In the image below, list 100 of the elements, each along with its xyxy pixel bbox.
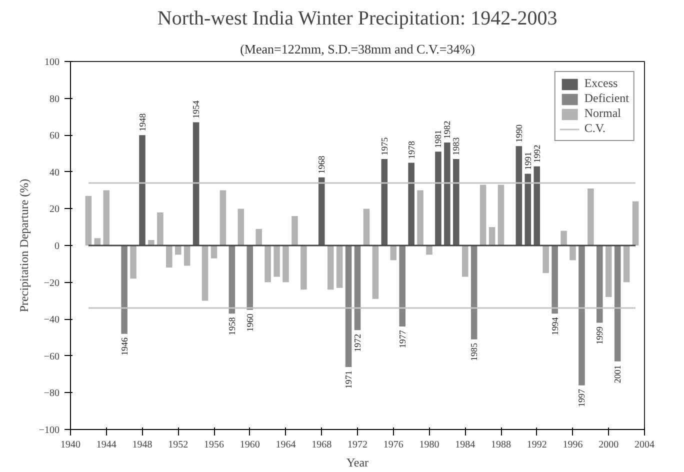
bar: [534, 166, 540, 246]
bar: [274, 246, 280, 277]
bar: [372, 246, 379, 299]
x-tick-label: 1952: [168, 440, 188, 450]
annotation: 1954: [191, 100, 202, 119]
bar: [184, 246, 190, 266]
bar: [470, 246, 478, 340]
y-tick-label: −80: [44, 388, 60, 400]
bar: [462, 246, 468, 277]
annotation: 2001: [612, 365, 623, 384]
x-tick-label: 1940: [60, 440, 80, 450]
bar: [256, 228, 262, 246]
x-tick-label: 1956: [204, 440, 224, 450]
bar: [516, 146, 522, 246]
bar: [282, 246, 289, 282]
annotation: 1982: [442, 120, 452, 139]
annotation: 1985: [469, 342, 480, 362]
bar: [264, 246, 271, 282]
y-tick-label: −100: [38, 425, 60, 436]
bar: [417, 190, 424, 246]
x-tick-label: 1984: [455, 440, 476, 450]
bar: [596, 246, 603, 323]
annotation: 1991: [522, 152, 533, 170]
annotation: 1948: [137, 112, 148, 132]
annotation: 1958: [226, 316, 237, 336]
y-tick-label: −20: [44, 278, 60, 289]
y-tick-label: −40: [44, 314, 60, 326]
bar: [318, 177, 325, 246]
annotation: 1968: [316, 155, 327, 174]
annotation: 1971: [344, 370, 354, 389]
bar: [85, 196, 92, 246]
bar: [390, 246, 397, 260]
chart-subtitle: (Mean=122mm, S.D.=38mm and C.V.=34%): [240, 42, 475, 56]
annotation: 1999: [594, 326, 605, 344]
bar: [94, 238, 101, 246]
bar: [139, 135, 146, 246]
y-tick-label: −60: [44, 351, 60, 362]
bar: [345, 246, 352, 367]
x-tick-label: 1968: [312, 440, 332, 450]
legend-label: Normal: [584, 106, 621, 121]
bar: [435, 152, 442, 246]
annotation: 1983: [451, 136, 462, 156]
x-tick-label: 1988: [491, 440, 511, 450]
bar: [192, 122, 200, 246]
annotation: 1978: [406, 140, 416, 160]
bar: [292, 216, 298, 246]
bar: [166, 246, 172, 268]
bar: [578, 246, 585, 386]
bar: [552, 246, 558, 314]
bar: [498, 184, 504, 246]
y-tick-label: 40: [50, 167, 60, 178]
x-tick-label: 1996: [562, 440, 583, 450]
annotation: 1997: [576, 388, 587, 408]
bar: [327, 246, 334, 290]
bar: [570, 246, 576, 260]
bar: [632, 201, 639, 246]
annotation: 1992: [532, 144, 542, 163]
y-axis-title: Precipitation Departure (%): [16, 178, 31, 312]
x-tick-label: 1944: [96, 440, 116, 450]
annotation: 1977: [397, 330, 408, 348]
x-tick-label: 1960: [240, 440, 260, 450]
x-tick-label: 1992: [526, 440, 547, 450]
legend-label: Deficient: [584, 91, 629, 106]
bar: [363, 208, 370, 246]
annotation: 1960: [244, 313, 255, 332]
x-tick-label: 1976: [383, 440, 404, 450]
bar: [488, 227, 496, 246]
y-tick-label: 0: [54, 241, 60, 252]
bar: [453, 159, 460, 246]
bar: [480, 184, 486, 246]
bar: [560, 230, 567, 246]
bar: [542, 246, 549, 274]
x-tick-label: 2000: [598, 440, 619, 450]
bar: [524, 174, 532, 246]
bar: [238, 208, 244, 246]
bar: [148, 240, 154, 246]
bar: [300, 246, 307, 290]
bar: [354, 246, 361, 330]
bar: [444, 142, 450, 246]
legend-label: Excess: [584, 76, 618, 91]
bar: [399, 246, 406, 326]
bar: [336, 246, 343, 288]
legend-label: C.V.: [584, 121, 606, 136]
annotation: 1990: [514, 124, 524, 142]
y-tick-label: 60: [50, 130, 60, 142]
x-tick-label: 1972: [348, 440, 368, 450]
x-tick-label: 2004: [634, 440, 654, 450]
bar: [103, 190, 110, 246]
x-tick-label: 1980: [419, 440, 440, 450]
bar: [202, 246, 208, 301]
bar: [157, 212, 164, 246]
y-tick-label: 100: [44, 57, 60, 68]
bar: [130, 246, 136, 279]
x-tick-label: 1948: [132, 440, 152, 450]
bar: [228, 246, 236, 314]
bar: [614, 246, 621, 362]
chart-title: North-west India Winter Precipitation: 1942-2003: [157, 8, 558, 30]
bar: [605, 246, 612, 298]
bar: [381, 159, 388, 246]
annotation: 1946: [119, 337, 130, 356]
